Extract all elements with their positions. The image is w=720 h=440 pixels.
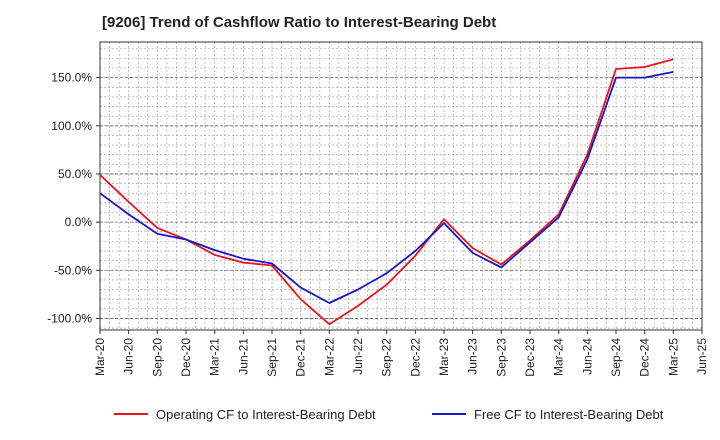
series-line-2 bbox=[99, 71, 674, 304]
x-tick-label: Jun-23 bbox=[466, 338, 480, 375]
x-tick-label: Mar-24 bbox=[552, 338, 566, 376]
series-line-1 bbox=[99, 58, 674, 326]
x-tick-label: Dec-23 bbox=[523, 338, 537, 377]
x-tick-label: Mar-20 bbox=[93, 338, 107, 376]
x-tick-label: Sep-24 bbox=[609, 338, 623, 377]
x-tick-label: Sep-23 bbox=[494, 338, 508, 377]
x-tick-label: Jun-20 bbox=[122, 338, 136, 375]
y-tick-label: 50.0% bbox=[58, 167, 92, 181]
x-tick-label: Mar-21 bbox=[208, 338, 222, 376]
x-tick-label: Mar-23 bbox=[437, 338, 451, 376]
x-tick-label: Sep-22 bbox=[380, 338, 394, 377]
x-tick-label: Dec-21 bbox=[294, 338, 308, 377]
y-tick-label: -100.0% bbox=[47, 311, 92, 325]
y-tick-label: 100.0% bbox=[51, 119, 92, 133]
y-tick-label: -50.0% bbox=[54, 263, 92, 277]
x-tick-label: Sep-21 bbox=[265, 338, 279, 377]
x-tick-label: Jun-24 bbox=[580, 338, 594, 375]
legend-label-1: Operating CF to Interest-Bearing Debt bbox=[156, 407, 376, 422]
x-tick-label: Sep-20 bbox=[150, 338, 164, 377]
x-tick-label: Dec-24 bbox=[638, 338, 652, 377]
x-tick-label: Jun-21 bbox=[236, 338, 250, 375]
x-tick-label: Dec-22 bbox=[408, 338, 422, 377]
x-tick-label: Dec-20 bbox=[179, 338, 193, 377]
y-tick-label: 0.0% bbox=[65, 215, 93, 229]
x-tick-label: Mar-25 bbox=[666, 338, 680, 376]
plot-area bbox=[100, 42, 702, 330]
y-tick-label: 150.0% bbox=[51, 71, 92, 85]
x-tick-label: Mar-22 bbox=[322, 338, 336, 376]
legend-label-2: Free CF to Interest-Bearing Debt bbox=[474, 407, 664, 422]
x-tick-label: Jun-22 bbox=[351, 338, 365, 375]
plot-border bbox=[99, 41, 703, 331]
x-tick-label: Jun-25 bbox=[695, 338, 709, 375]
chart-title: [9206] Trend of Cashflow Ratio to Intere… bbox=[102, 14, 497, 31]
